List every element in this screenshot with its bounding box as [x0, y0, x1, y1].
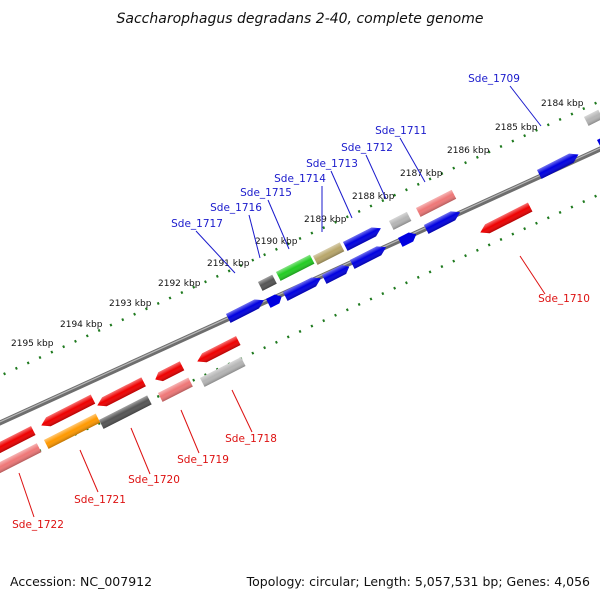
accession-text: Accession: NC_007912: [10, 574, 152, 589]
kbp-label: 2187 kbp: [400, 169, 443, 179]
kbp-label: 2188 kbp: [352, 192, 395, 202]
gene-label-sde-1714[interactable]: Sde_1714: [274, 173, 326, 185]
kbp-label: 2184 kbp: [541, 99, 584, 109]
forward-gene-labels: Sde_1709 Sde_1711 Sde_1712 Sde_1713 Sde_…: [171, 73, 520, 230]
kbp-label: 2186 kbp: [447, 146, 490, 156]
gene-feature[interactable]: [266, 292, 284, 308]
gene-feature[interactable]: [0, 426, 36, 456]
gene-feature[interactable]: [226, 296, 266, 323]
kbp-label: 2191 kbp: [207, 259, 250, 269]
gene-label-sde-1718[interactable]: Sde_1718: [225, 433, 277, 445]
kbp-label: 2192 kbp: [158, 279, 201, 289]
kbp-label: 2193 kbp: [109, 299, 152, 309]
gene-feature[interactable]: [424, 208, 462, 234]
gene-label-sde-1717[interactable]: Sde_1717: [171, 218, 223, 230]
forward-strand-features: [226, 109, 600, 323]
gene-feature[interactable]: [95, 377, 146, 410]
kbp-label: 2190 kbp: [255, 237, 298, 247]
gene-label-sde-1715[interactable]: Sde_1715: [240, 187, 292, 199]
reverse-strand-features: [0, 202, 533, 474]
gene-label-sde-1720[interactable]: Sde_1720: [128, 474, 180, 486]
kbp-label: 2195 kbp: [11, 339, 54, 349]
gene-feature[interactable]: [584, 109, 600, 126]
gene-label-sde-1716[interactable]: Sde_1716: [210, 202, 262, 214]
gene-label-sde-1711[interactable]: Sde_1711: [375, 125, 427, 137]
outer-ruler: [0, 99, 600, 378]
gene-label-sde-1721[interactable]: Sde_1721: [74, 494, 126, 506]
forward-label-leaders: [195, 85, 542, 274]
gene-feature[interactable]: [313, 242, 345, 265]
kbp-label: 2194 kbp: [60, 320, 103, 330]
gene-label-sde-1709[interactable]: Sde_1709: [468, 73, 520, 85]
genome-summary-text: Topology: circular; Length: 5,057,531 bp…: [246, 574, 590, 589]
gene-label-sde-1713[interactable]: Sde_1713: [306, 158, 358, 170]
gene-feature[interactable]: [416, 189, 457, 217]
gene-feature[interactable]: [195, 336, 241, 366]
reverse-label-leaders: [18, 255, 546, 518]
gene-label-sde-1710[interactable]: Sde_1710: [538, 293, 590, 305]
gene-feature[interactable]: [0, 443, 42, 474]
kbp-label: 2189 kbp: [304, 215, 347, 225]
gene-feature[interactable]: [276, 254, 315, 281]
gene-label-sde-1719[interactable]: Sde_1719: [177, 454, 229, 466]
gene-feature[interactable]: [350, 243, 388, 269]
gene-feature[interactable]: [158, 377, 193, 402]
gene-label-sde-1722[interactable]: Sde_1722: [12, 519, 64, 531]
gene-feature[interactable]: [283, 274, 323, 301]
gene-feature[interactable]: [258, 274, 277, 291]
reverse-gene-labels: Sde_1710 Sde_1718 Sde_1719 Sde_1720 Sde_…: [12, 293, 590, 531]
gene-feature[interactable]: [478, 202, 533, 237]
gene-feature[interactable]: [200, 357, 246, 387]
gene-label-sde-1712[interactable]: Sde_1712: [341, 142, 393, 154]
gene-feature[interactable]: [343, 224, 383, 251]
gene-feature[interactable]: [39, 394, 96, 430]
kbp-label: 2185 kbp: [495, 123, 538, 133]
gene-feature[interactable]: [44, 413, 101, 449]
gene-feature[interactable]: [389, 211, 412, 230]
gene-feature[interactable]: [322, 262, 351, 284]
kbp-labels: 2184 kbp 2185 kbp 2186 kbp 2187 kbp 2188…: [11, 99, 584, 349]
map-title: Saccharophagus degradans 2-40, complete …: [117, 11, 484, 27]
gene-feature[interactable]: [537, 150, 581, 179]
gene-feature[interactable]: [99, 395, 152, 429]
gene-feature[interactable]: [398, 230, 419, 247]
gene-feature[interactable]: [153, 361, 185, 384]
inner-ruler: [0, 192, 600, 471]
